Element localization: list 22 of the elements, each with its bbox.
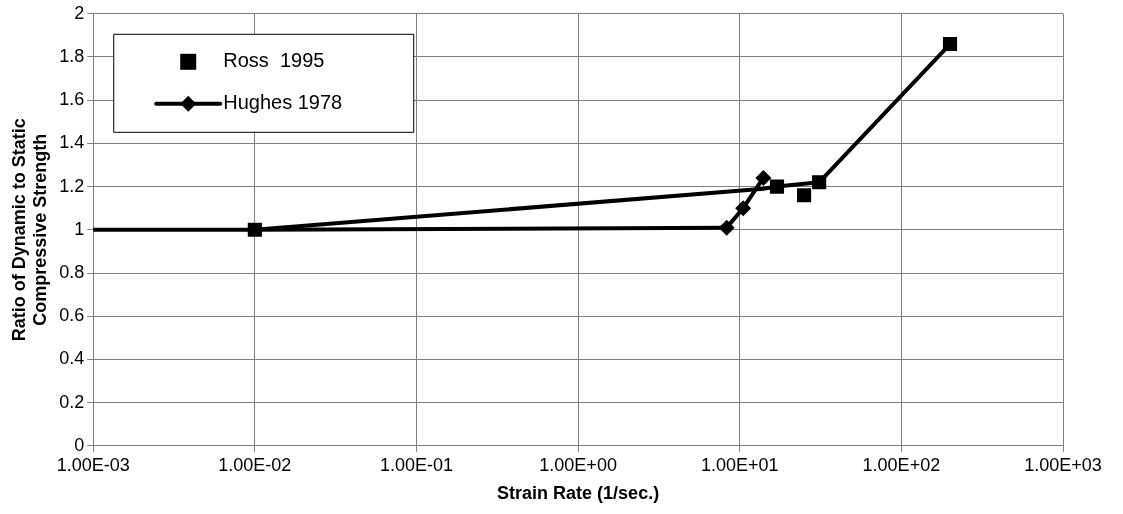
y-axis-title: Ratio of Dynamic to Static Compressive Strength <box>8 118 51 342</box>
y-tick-label: 0 <box>74 434 85 455</box>
x-tick-label: 1.00E+02 <box>862 454 941 475</box>
legend-label: Ross 1995 <box>223 49 325 72</box>
y-tick-label: 0.2 <box>59 391 85 412</box>
x-tick-label: 1.00E+01 <box>700 454 779 475</box>
x-tick-label: 1.00E+00 <box>539 454 617 475</box>
y-tick-label: 1.6 <box>59 89 85 110</box>
y-tick-label: 0.6 <box>59 305 85 326</box>
x-axis-title: Strain Rate (1/sec.) <box>497 483 660 504</box>
legend-label: Hughes 1978 <box>223 91 343 114</box>
y-tick-label: 1.2 <box>59 175 85 196</box>
y-tick-label: 0.4 <box>59 348 85 369</box>
x-tick-label: 1.00E-01 <box>379 454 454 475</box>
y-tick-label: 1.4 <box>59 132 85 153</box>
x-tick-label: 1.00E-02 <box>218 454 292 475</box>
y-tick-label: 1.8 <box>59 45 85 66</box>
y-tick-label: 0.8 <box>59 261 85 282</box>
y-tick-label: 1 <box>74 218 85 239</box>
x-tick-label: 1.00E+03 <box>1024 454 1102 475</box>
y-tick-label: 2 <box>74 2 85 23</box>
x-tick-label: 1.00E-03 <box>56 454 130 475</box>
